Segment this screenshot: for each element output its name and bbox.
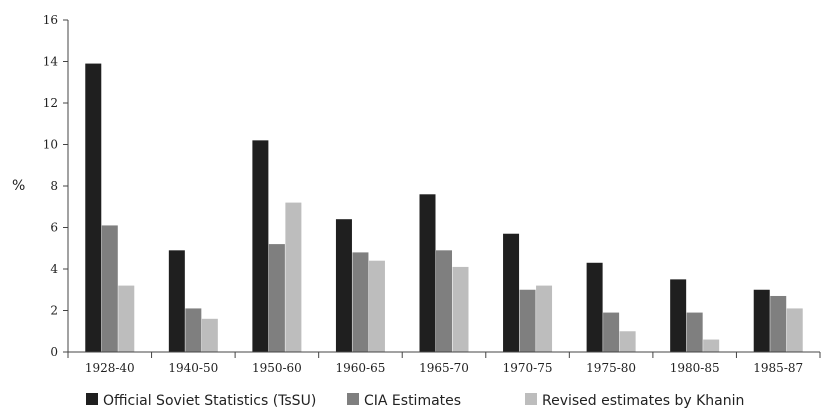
legend-label: CIA Estimates [364, 393, 461, 409]
bar-2-1940-50 [185, 308, 202, 352]
bar-2-1975-80 [603, 312, 620, 352]
y-tick-label: 0 [50, 345, 58, 359]
legend: Official Soviet Statistics (TsSU) CIA Est… [86, 393, 744, 409]
bar-1-1950-60 [252, 140, 269, 352]
x-tick-label: 1940-50 [168, 361, 218, 375]
bar-3-1940-50 [201, 318, 218, 352]
bar-1-1940-50 [168, 250, 185, 352]
bar-3-1975-80 [619, 331, 636, 352]
bar-3-1980-85 [703, 339, 720, 352]
x-tick-label: 1960-65 [336, 361, 386, 375]
y-tick-label: 6 [50, 221, 58, 235]
bar-2-1950-60 [268, 244, 285, 352]
bar-1-1960-65 [335, 219, 352, 352]
bar-3-1960-65 [368, 260, 385, 352]
bar-2-1980-85 [686, 312, 703, 352]
legend-label: Official Soviet Statistics (TsSU) [103, 393, 316, 409]
bar-2-1960-65 [352, 252, 369, 352]
y-tick-label: 2 [50, 304, 58, 318]
bar-1-1928-40 [85, 63, 102, 352]
bar-2-1970-75 [519, 289, 536, 352]
legend-swatch [86, 393, 98, 405]
x-tick-label: 1970-75 [503, 361, 553, 375]
bar-1-1985-87 [753, 289, 770, 352]
bar-3-1965-70 [452, 266, 469, 352]
y-tick-label: 12 [43, 96, 58, 110]
legend-label: Revised estimates by Khanin [542, 393, 744, 409]
bar-1-1965-70 [419, 194, 436, 352]
bar-3-1950-60 [285, 202, 302, 352]
bar-3-1928-40 [118, 285, 135, 352]
bar-2-1985-87 [770, 295, 787, 352]
x-tick-label: 1980-85 [670, 361, 720, 375]
bar-3-1985-87 [786, 308, 803, 352]
bar-2-1965-70 [436, 250, 452, 352]
legend-swatch [347, 393, 359, 405]
x-tick-label: 1950-60 [252, 361, 302, 375]
x-tick-label: 1965-70 [419, 361, 469, 375]
bar-1-1980-85 [670, 279, 687, 352]
legend-swatch [525, 393, 537, 405]
x-tick-label: 1985-87 [753, 361, 803, 375]
y-tick-label: 8 [50, 179, 58, 193]
y-tick-label: 14 [43, 55, 59, 69]
x-tick-label: 1975-80 [586, 361, 636, 375]
y-tick-label: 10 [43, 138, 58, 152]
y-tick-label: 16 [43, 13, 58, 27]
bar-2-1928-40 [101, 225, 118, 352]
bar-1-1970-75 [503, 233, 520, 352]
bars [85, 63, 803, 352]
x-axis: 1928-40 1940-50 1950-60 1960-65 1965-70 1970-… [67, 351, 821, 375]
x-tick-label: 1928-40 [85, 361, 135, 375]
bar-3-1970-75 [536, 285, 553, 352]
y-axis: 0 2 4 6 8 10 12 14 16 [43, 13, 69, 359]
bar-1-1975-80 [586, 262, 603, 352]
y-axis-label: % [12, 178, 25, 194]
y-tick-label: 4 [50, 262, 58, 276]
